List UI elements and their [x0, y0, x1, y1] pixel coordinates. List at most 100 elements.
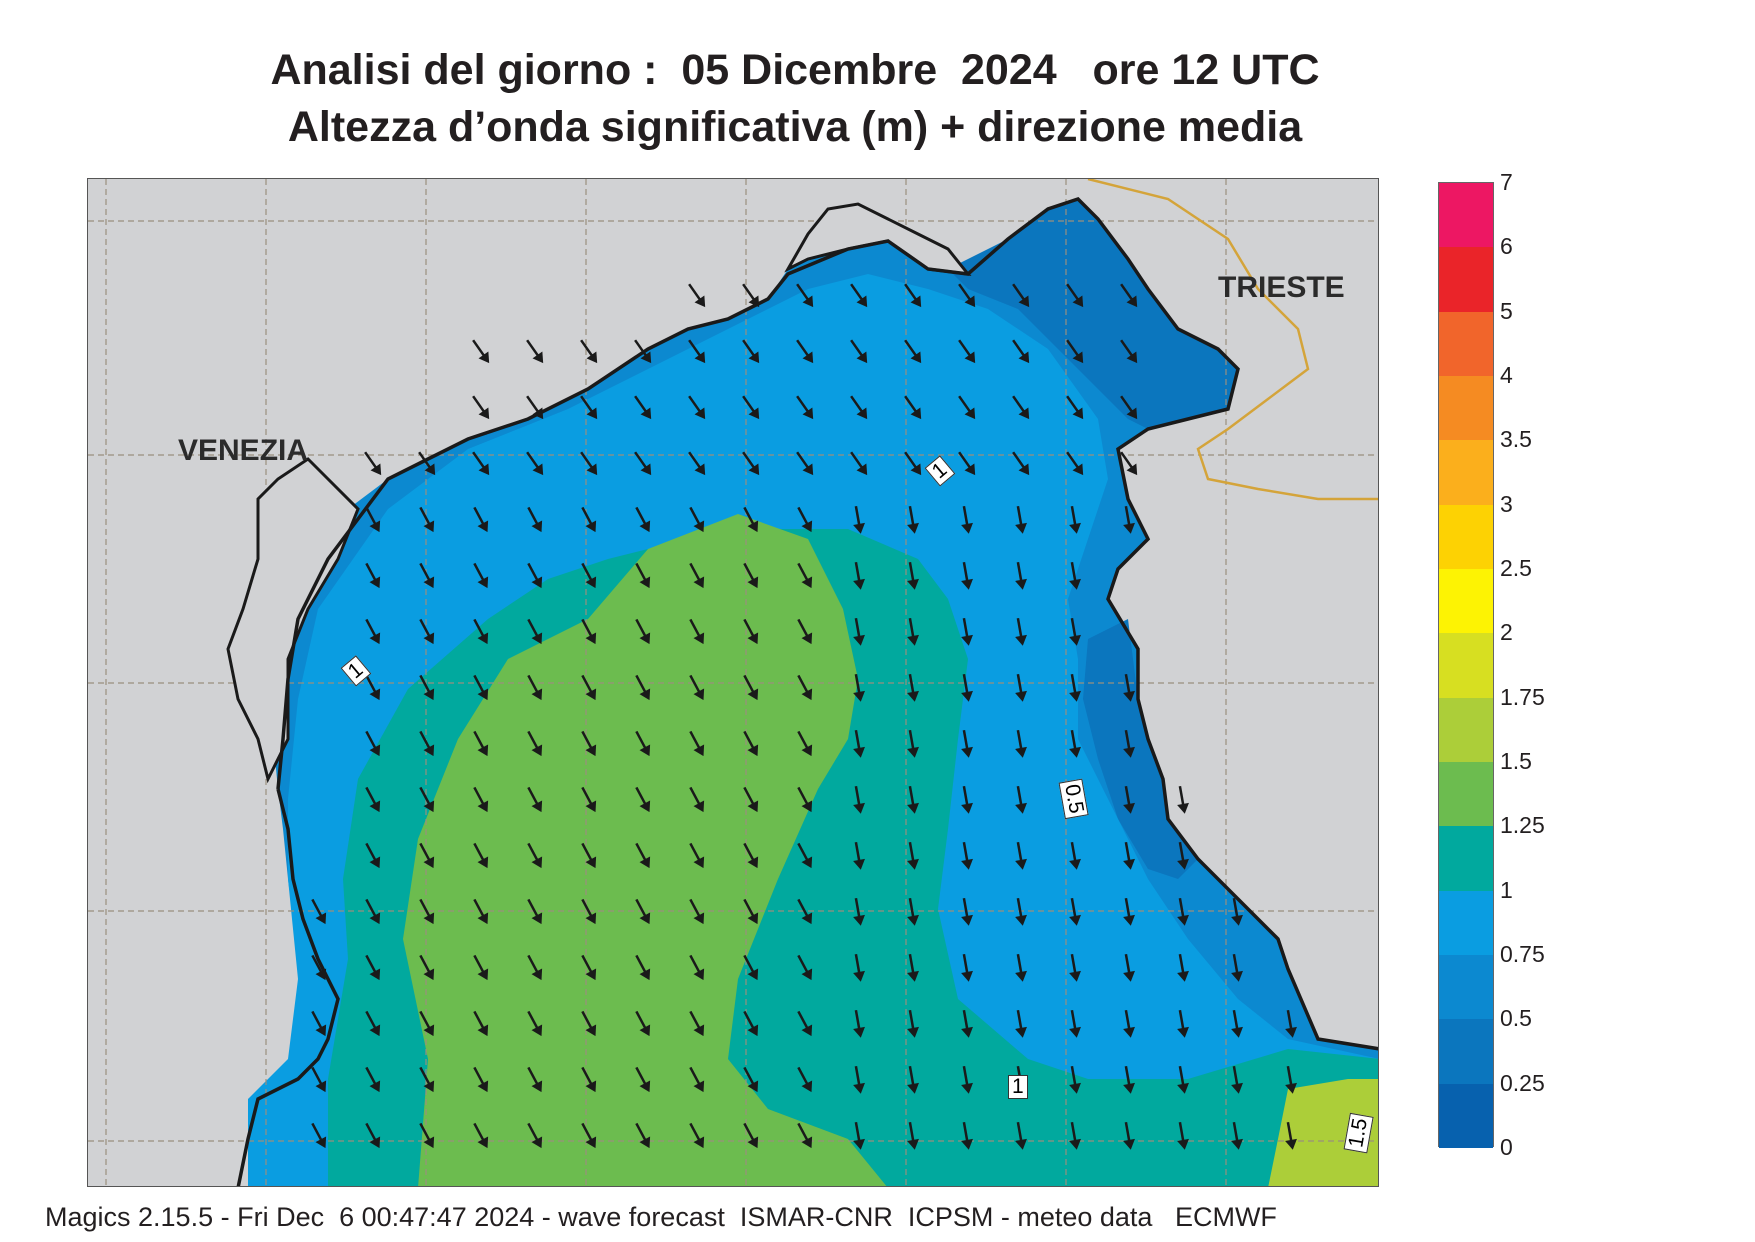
direction-arrow	[797, 506, 813, 533]
direction-arrow	[1012, 395, 1030, 420]
direction-arrow	[365, 954, 381, 981]
direction-arrow	[419, 842, 435, 869]
direction-arrow	[689, 898, 705, 925]
legend-swatch	[1439, 247, 1493, 313]
direction-arrow	[689, 1066, 705, 1093]
direction-arrow	[797, 898, 813, 925]
direction-arrow	[472, 395, 490, 420]
direction-arrow	[635, 954, 651, 981]
direction-arrow	[850, 395, 868, 420]
direction-arrow	[907, 953, 919, 982]
direction-arrow	[689, 506, 705, 533]
direction-arrow	[581, 954, 597, 981]
direction-arrow	[797, 954, 813, 981]
legend-label: 4	[1500, 362, 1513, 388]
direction-arrow	[635, 562, 651, 589]
direction-arrow	[1015, 785, 1027, 814]
direction-arrow	[580, 451, 598, 476]
coastline-west	[236, 788, 340, 1186]
direction-arrow	[635, 1010, 651, 1037]
direction-arrow	[742, 395, 760, 420]
direction-arrow	[797, 674, 813, 701]
direction-arrow	[961, 729, 973, 758]
direction-arrow	[473, 842, 489, 869]
direction-arrow	[907, 1121, 919, 1150]
direction-arrow	[961, 505, 973, 534]
direction-arrow	[743, 954, 759, 981]
direction-arrow	[581, 786, 597, 813]
legend-label: 1	[1500, 876, 1513, 903]
direction-arrow	[688, 451, 706, 476]
direction-arrow	[473, 1066, 489, 1093]
direction-arrow	[689, 618, 705, 645]
direction-arrow	[688, 283, 706, 308]
direction-arrow	[526, 451, 544, 476]
direction-arrow	[473, 618, 489, 645]
direction-arrow	[961, 1065, 973, 1094]
direction-arrow	[961, 785, 973, 814]
legend-label: 0	[1500, 1134, 1513, 1160]
direction-arrow	[1012, 451, 1030, 476]
direction-arrow	[419, 562, 435, 589]
direction-arrow	[958, 395, 976, 420]
direction-arrow	[907, 1009, 919, 1038]
direction-arrow	[365, 1066, 381, 1093]
direction-arrow	[797, 1066, 813, 1093]
direction-arrow	[1069, 897, 1081, 926]
direction-arrow	[797, 842, 813, 869]
direction-arrow	[1069, 505, 1081, 534]
direction-arrow	[743, 562, 759, 589]
direction-arrow	[1231, 1065, 1243, 1094]
contour-label: 1	[1008, 1075, 1028, 1099]
direction-arrow	[742, 451, 760, 476]
direction-arrow	[689, 730, 705, 757]
direction-arrow	[527, 562, 543, 589]
legend-swatch	[1439, 569, 1493, 634]
direction-arrow	[473, 674, 489, 701]
direction-arrow	[365, 506, 381, 533]
direction-arrow	[1015, 729, 1027, 758]
direction-arrow	[904, 395, 922, 420]
legend-label: 3	[1500, 490, 1513, 517]
direction-arrow	[904, 283, 922, 308]
legend-swatch	[1439, 440, 1493, 506]
direction-arrow	[1069, 1065, 1081, 1094]
direction-arrow	[853, 729, 865, 758]
direction-arrow	[853, 953, 865, 982]
direction-arrow	[743, 842, 759, 869]
direction-arrow	[1015, 505, 1027, 534]
direction-arrow	[907, 841, 919, 870]
direction-arrow	[581, 730, 597, 757]
city-label-trieste: TRIESTE	[1218, 271, 1345, 304]
direction-arrow	[1012, 339, 1030, 364]
footer-credits: Magics 2.15.5 - Fri Dec 6 00:47:47 2024 …	[45, 1202, 1277, 1232]
direction-arrow	[853, 1009, 865, 1038]
legend-swatch	[1439, 697, 1493, 763]
legend-label: 1.5	[1500, 748, 1532, 774]
direction-arrow	[961, 673, 973, 702]
direction-arrow	[1177, 785, 1189, 814]
direction-arrow	[796, 395, 814, 420]
direction-arrow	[311, 1066, 327, 1093]
direction-arrow	[853, 785, 865, 814]
direction-arrow	[689, 674, 705, 701]
direction-arrow	[581, 674, 597, 701]
direction-arrow	[1123, 897, 1135, 926]
direction-arrow	[797, 1010, 813, 1037]
direction-arrow	[1066, 283, 1084, 308]
direction-arrow	[1069, 841, 1081, 870]
direction-arrow	[635, 1122, 651, 1149]
direction-arrow	[580, 339, 598, 364]
direction-arrow	[961, 617, 973, 646]
direction-arrow	[527, 786, 543, 813]
sea-zone-low-e	[1083, 619, 1198, 879]
direction-arrow	[1120, 451, 1138, 476]
direction-arrow	[797, 562, 813, 589]
direction-arrow	[853, 673, 865, 702]
direction-arrow	[581, 506, 597, 533]
direction-arrow	[853, 1065, 865, 1094]
direction-arrow	[365, 1010, 381, 1037]
direction-arrow	[853, 505, 865, 534]
direction-arrow	[311, 1122, 327, 1149]
color-legend	[1438, 182, 1494, 1149]
